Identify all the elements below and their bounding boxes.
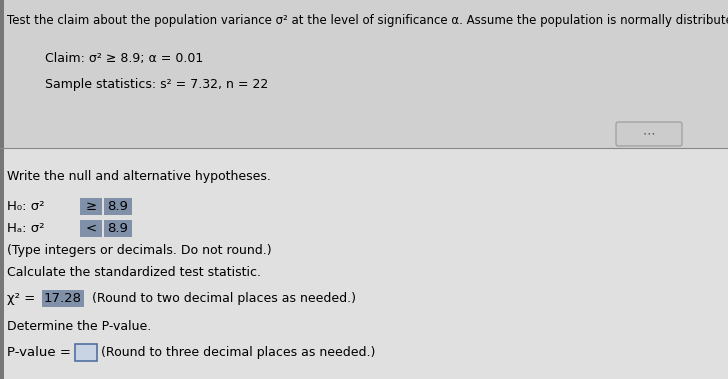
Text: P-value =: P-value = [7, 346, 75, 359]
Text: Hₐ: σ²: Hₐ: σ² [7, 222, 44, 235]
Text: Sample statistics: s² = 7.32, n = 22: Sample statistics: s² = 7.32, n = 22 [45, 78, 268, 91]
Text: 17.28: 17.28 [44, 292, 82, 305]
Bar [104, 198, 132, 215]
Bar [104, 220, 132, 237]
Text: (Round to three decimal places as needed.): (Round to three decimal places as needed… [101, 346, 376, 359]
Text: Calculate the standardized test statistic.: Calculate the standardized test statisti… [7, 266, 261, 279]
Bar [0, 0, 728, 148]
Text: H₀: σ²: H₀: σ² [7, 200, 44, 213]
Text: (Type integers or decimals. Do not round.): (Type integers or decimals. Do not round… [7, 244, 272, 257]
Bar [42, 290, 84, 307]
Text: Test the claim about the population variance σ² at the level of significance α. : Test the claim about the population vari… [7, 14, 728, 27]
Text: ⋯: ⋯ [643, 127, 655, 141]
Text: Determine the P-value.: Determine the P-value. [7, 320, 151, 333]
Text: Claim: σ² ≥ 8.9; α = 0.01: Claim: σ² ≥ 8.9; α = 0.01 [45, 52, 203, 65]
FancyBboxPatch shape [616, 122, 682, 146]
Bar [0, 0, 4, 379]
Bar [80, 220, 102, 237]
Text: ≥: ≥ [85, 200, 97, 213]
Text: <: < [85, 222, 97, 235]
Bar [75, 344, 97, 361]
Text: χ² =: χ² = [7, 292, 35, 305]
Text: 8.9: 8.9 [108, 222, 128, 235]
Text: 8.9: 8.9 [108, 200, 128, 213]
Text: Write the null and alternative hypotheses.: Write the null and alternative hypothese… [7, 170, 271, 183]
Bar [80, 198, 102, 215]
Text: (Round to two decimal places as needed.): (Round to two decimal places as needed.) [88, 292, 356, 305]
